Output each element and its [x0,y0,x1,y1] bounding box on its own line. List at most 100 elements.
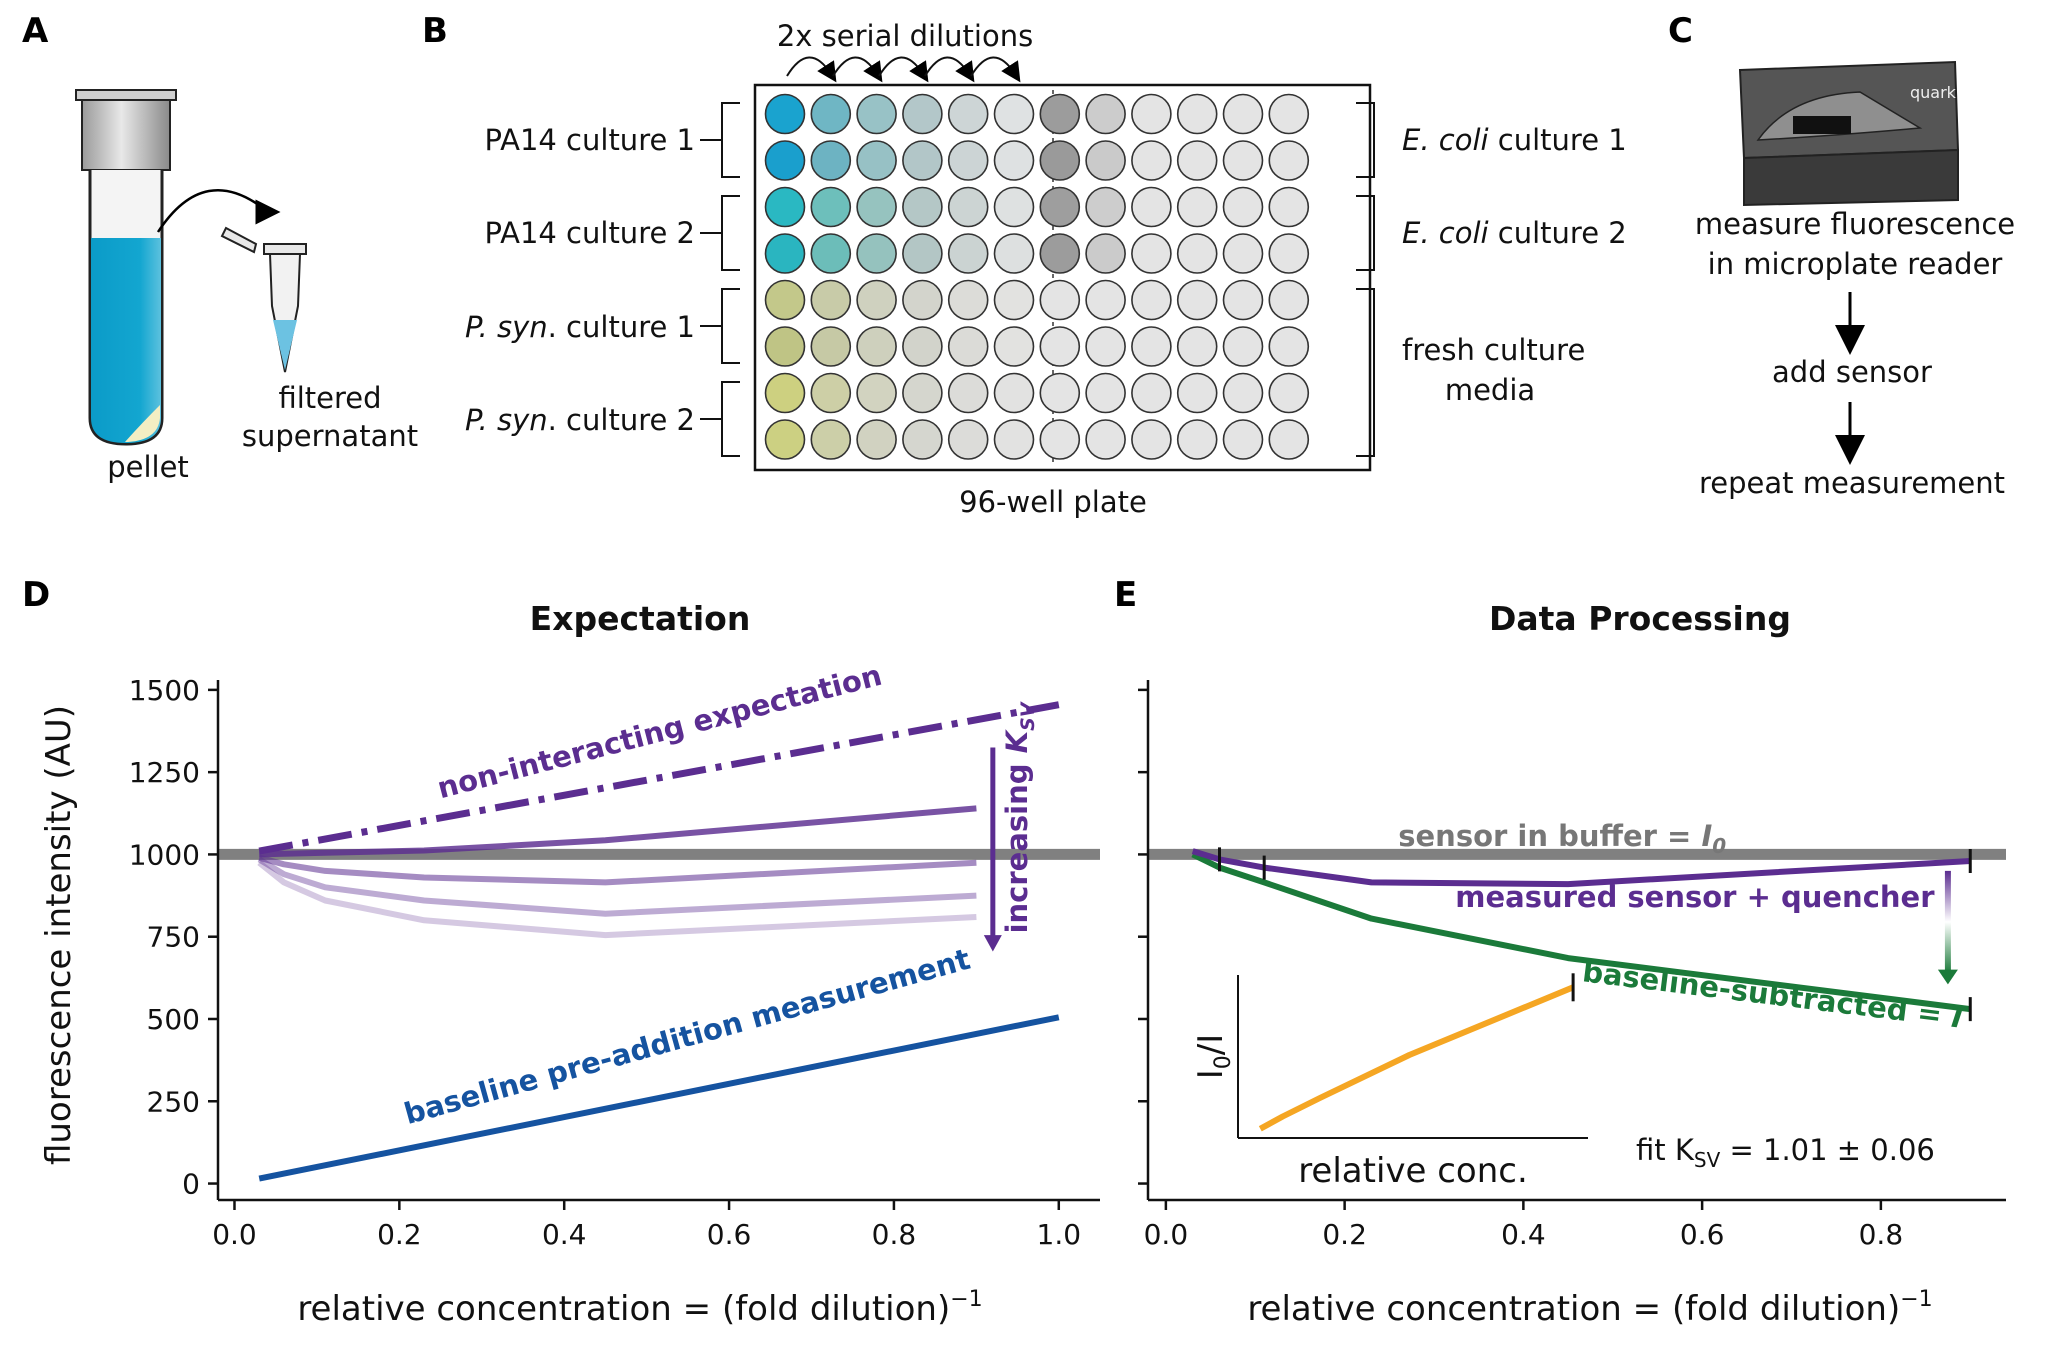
dilution-arrow-2 [832,56,883,83]
well-r3-c6 [993,186,1035,228]
chart-d-xtick-label-3: 0.6 [707,1218,752,1251]
well-r2-c10 [1176,140,1218,181]
well-r2-c7 [1039,140,1081,181]
row-label-psyn-1: P. syn. culture 1 [465,310,695,344]
well-r4-c3 [856,233,897,274]
well-r8-c10 [1176,419,1218,460]
chart-d-increasing-arrowhead [983,935,1002,952]
well-r8-c2 [810,419,852,460]
pellet-label: pellet [107,450,189,484]
well-r3-c7 [1039,186,1081,228]
well-r3-c1 [764,186,806,228]
inset-series [1258,984,1575,1132]
well-r2-c2 [810,140,852,181]
dilution-arrow-5 [970,56,1021,83]
well-r7-c7 [1039,372,1081,414]
well-r5-c1 [764,279,806,321]
chart-e-gradient-arrow [1944,870,1951,973]
chart-d-xlabel: relative concentration = (fold dilution)… [297,1287,982,1329]
well-r1-c6 [993,93,1035,135]
chart-e-anno-sensor-buffer: sensor in buffer = I0 [1398,819,1726,858]
well-r1-c5 [947,93,989,135]
well-r7-c6 [993,372,1035,414]
well-r6-c5 [947,326,989,367]
step-1-line-2: in microplate reader [1708,247,2003,281]
well-r6-c12 [1268,326,1310,367]
panel-c: C quark measure fluorescence in micropla… [1668,11,2015,500]
well-r7-c3 [856,372,897,414]
well-r3-c2 [810,186,852,228]
chart-d-xtick-label-2: 0.4 [542,1218,587,1251]
well-r1-c8 [1085,93,1126,135]
culture-tube-icon [75,89,177,446]
well-r4-c7 [1039,233,1081,274]
well-r3-c5 [947,186,989,228]
well-r8-c7 [1039,419,1081,460]
chart-d-anno-non-interacting: non-interacting expectation [434,658,885,805]
well-r6-c4 [902,326,943,367]
chart-d-series-3 [258,854,977,886]
well-r7-c5 [947,372,989,414]
well-r7-c11 [1222,372,1264,414]
chart-e-xlabel: relative concentration = (fold dilution)… [1247,1287,1932,1329]
row-label-ecoli-2: E. coli culture 2 [1402,216,1627,250]
chart-d-series-4 [257,856,977,917]
right-brackets [1356,102,1375,457]
well-grid [764,93,1310,460]
well-r1-c10 [1176,93,1218,135]
well-r1-c3 [856,93,897,135]
well-r6-c3 [856,326,897,367]
panel-letter-c: C [1668,11,1693,51]
well-r8-c8 [1085,419,1126,460]
well-r6-c7 [1039,326,1081,367]
well-r6-c10 [1176,326,1218,367]
dilution-label: 2x serial dilutions [777,19,1033,53]
well-r2-c5 [947,140,989,181]
chart-d-ytick-label-1000: 1000 [129,838,200,871]
step-3: repeat measurement [1699,466,2005,500]
chart-e-xtick-label-0: 0.0 [1144,1218,1189,1251]
well-r6-c1 [764,326,806,367]
well-r6-c8 [1085,326,1126,367]
microtube-icon [220,226,307,373]
chart-e-gradient-arrowhead [1937,969,1958,985]
chart-e-xtick-label-4: 0.8 [1859,1218,1904,1251]
well-r8-c6 [993,419,1035,460]
chart-d-ytick-label-750: 750 [147,921,200,954]
well-r5-c2 [810,279,852,321]
well-r2-c3 [856,140,897,181]
step-1-line-1: measure fluorescence [1695,207,2015,241]
plate-label: 96-well plate [959,485,1147,519]
well-r7-c12 [1268,372,1310,414]
dilution-arrow-3 [878,56,929,83]
well-r5-c5 [947,279,989,321]
well-r4-c9 [1131,233,1172,274]
well-r8-c12 [1268,419,1310,460]
well-r2-c11 [1222,140,1264,181]
fresh-media-label-2: media [1445,373,1535,407]
panel-letter-d: D [22,575,50,615]
well-r5-c12 [1268,279,1310,321]
fresh-media-label-1: fresh culture [1402,333,1585,367]
well-r6-c9 [1131,326,1172,367]
chart-e-xtick-label-1: 0.2 [1322,1218,1367,1251]
well-r3-c9 [1131,186,1172,228]
well-r6-c6 [993,326,1035,367]
microplate-reader-icon: quark [1738,60,1960,207]
row-label-pa14-2: PA14 culture 2 [484,216,695,250]
panel-e: E Data Processing 0.0 0.2 0.4 0.6 0.8 sensor … [1114,575,2006,1329]
well-r5-c4 [902,279,943,321]
chart-d-series-2 [259,805,977,858]
left-brackets [700,102,740,457]
chart-d-series-6 [258,1014,1060,1182]
panel-letter-e: E [1114,575,1137,615]
well-r8-c4 [902,419,943,460]
panel-a: A pellet filtered supernatant [22,11,418,484]
well-r2-c1 [764,140,806,181]
chart-d-anno-increasing: increasing KSV [1000,701,1039,933]
chart-d-ytick-label-0: 0 [182,1168,200,1201]
well-r8-c3 [856,419,897,460]
dilution-arrow-1 [786,56,837,83]
